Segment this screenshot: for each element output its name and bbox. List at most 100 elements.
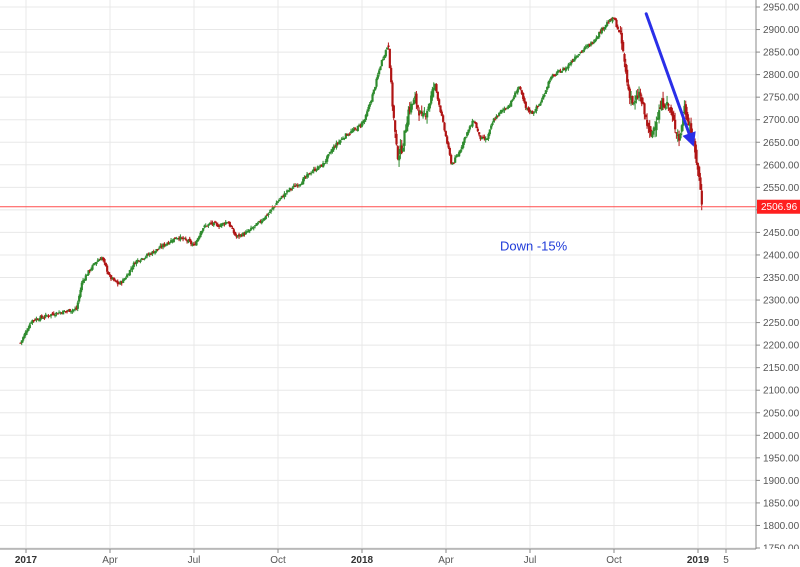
candle-up (587, 44, 590, 47)
candle-up (367, 107, 370, 112)
candle-up (368, 103, 371, 107)
candle-down (106, 265, 109, 272)
candle-up (326, 156, 329, 162)
candle-up (583, 47, 586, 51)
candle-up (660, 100, 663, 111)
candle-down (115, 280, 118, 283)
candle-up (516, 88, 519, 93)
candle-up (236, 235, 239, 237)
candle-down (447, 142, 450, 148)
candle-up (172, 238, 175, 243)
candle-down (684, 104, 687, 115)
candle-down (192, 243, 195, 245)
candle-up (246, 231, 249, 233)
candle-down (482, 136, 485, 138)
candle-up (514, 92, 517, 98)
candle-up (574, 56, 577, 60)
candle-up (76, 302, 79, 309)
candle-up (302, 178, 305, 185)
candle-up (278, 199, 281, 202)
candle-up (370, 101, 373, 104)
candle-up (284, 193, 287, 195)
candle-up (383, 55, 386, 59)
candle-down (180, 237, 183, 239)
candlestick-series (19, 16, 703, 346)
candle-down (114, 279, 117, 281)
candle-down (190, 240, 193, 245)
candle-up (638, 91, 641, 98)
y-tick-label: 2450.00 (763, 228, 800, 239)
candle-up (374, 87, 377, 91)
candle-up (592, 41, 595, 44)
candle-down (479, 135, 482, 139)
candle-down (47, 315, 50, 317)
candle-down (614, 18, 617, 21)
candle-down (43, 317, 46, 319)
candle-up (298, 184, 301, 186)
candle-up (486, 139, 489, 141)
candle-down (102, 257, 105, 260)
candle-up (144, 256, 147, 258)
candle-up (130, 268, 133, 270)
candle-down (346, 134, 349, 136)
candle-up (67, 309, 70, 311)
candle-up (258, 221, 261, 223)
candle-up (291, 187, 294, 189)
candle-up (28, 324, 31, 329)
candle-down (700, 190, 703, 205)
candle-down (616, 26, 619, 30)
candle-up (518, 86, 521, 89)
candle-down (646, 119, 649, 126)
y-tick-label: 2600.00 (763, 160, 800, 171)
candle-down (60, 312, 63, 314)
candle-up (426, 111, 429, 118)
candle-up (466, 132, 469, 136)
candle-down (528, 109, 531, 113)
y-tick-label: 2200.00 (763, 341, 800, 352)
candle-up (376, 75, 379, 79)
y-tick-label: 2750.00 (763, 93, 800, 104)
candle-up (463, 138, 466, 143)
candle-up (90, 269, 93, 271)
candle-down (334, 146, 337, 148)
candle-down (354, 128, 357, 130)
candle-up (378, 70, 381, 75)
candle-down (294, 185, 297, 188)
candle-up (539, 103, 542, 106)
candle-down (571, 61, 574, 63)
x-tick-label: Jul (188, 555, 201, 566)
candle-up (82, 280, 85, 283)
candle-down (615, 19, 618, 28)
candle-down (435, 84, 438, 92)
candle-up (491, 123, 494, 126)
candle-up (371, 94, 374, 102)
candle-up (608, 19, 611, 22)
candle-up (187, 239, 190, 243)
candle-up (100, 257, 103, 261)
candle-down (88, 269, 91, 272)
y-tick-label: 2550.00 (763, 183, 800, 194)
y-tick-label: 2650.00 (763, 138, 800, 149)
candle-up (630, 97, 633, 100)
candle-up (576, 55, 579, 58)
candle-up (254, 225, 257, 227)
x-axis-bg (0, 549, 800, 567)
candle-down (396, 146, 399, 159)
candle-up (532, 112, 535, 114)
candle-up (131, 267, 134, 270)
candle-down (450, 154, 453, 164)
candle-up (151, 251, 154, 255)
candle-down (387, 45, 390, 48)
candle-down (36, 319, 39, 321)
candle-up (323, 162, 326, 164)
candle-up (327, 154, 330, 157)
candle-up (286, 190, 289, 193)
candle-up (451, 163, 454, 165)
candle-up (63, 311, 66, 313)
candle-up (208, 223, 211, 225)
candle-down (66, 310, 69, 312)
candle-down (227, 222, 230, 224)
candle-down (674, 119, 677, 130)
candle-up (203, 225, 206, 228)
